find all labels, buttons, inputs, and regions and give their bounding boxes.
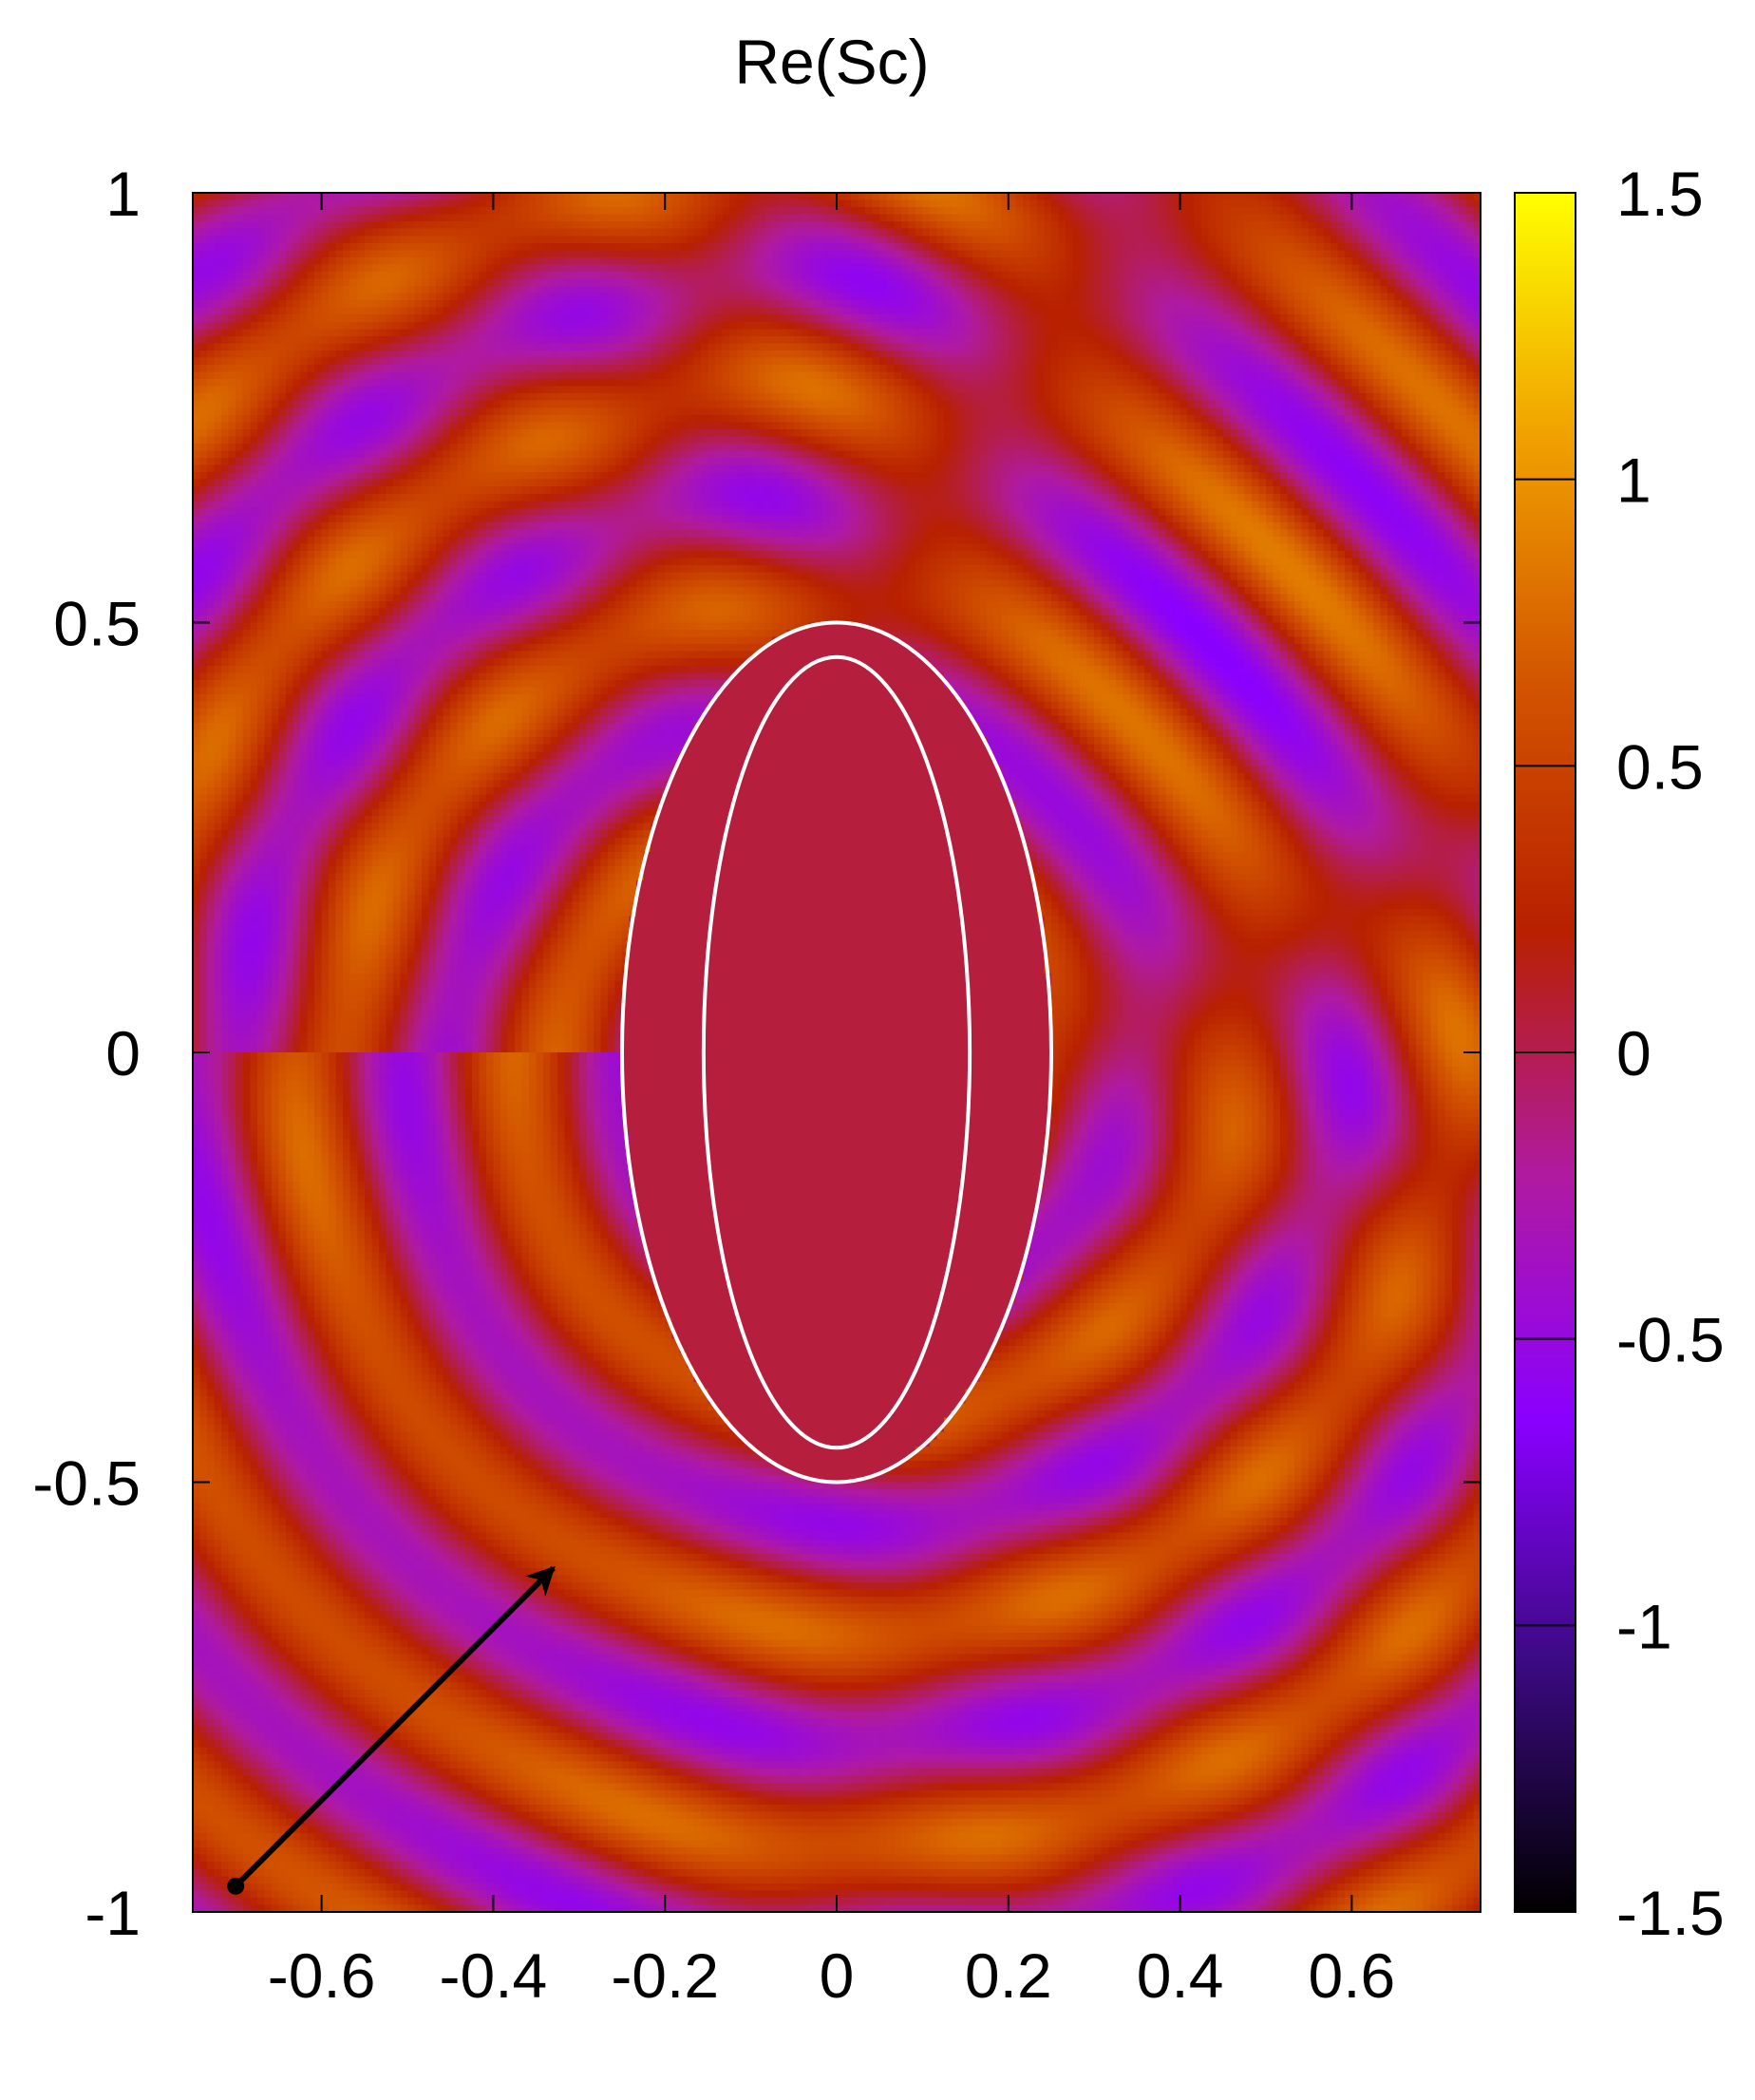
colorbar-tick-label: -1.5: [1616, 1878, 1725, 1948]
colorbar-tick-label: -0.5: [1616, 1305, 1725, 1375]
x-axis: -0.6 -0.4 -0.2 0 0.2 0.4 0.6: [268, 193, 1396, 2011]
heatmap-plot-area: [193, 193, 1481, 1912]
x-tick-label: 0.6: [1309, 1940, 1396, 2011]
x-tick-label: 0: [820, 1940, 855, 2011]
colorbar-tick-label: -1: [1616, 1591, 1672, 1661]
chart-title: Re(Sc): [734, 27, 929, 97]
incident-arrow: [227, 1565, 556, 1895]
colorbar-tick-label: 1.5: [1616, 159, 1704, 229]
x-tick-label: -0.2: [611, 1940, 719, 2011]
colorbar-frame: [1514, 192, 1576, 1913]
x-tick-label: 0.4: [1137, 1940, 1224, 2011]
y-tick-label: 0: [105, 1018, 141, 1088]
x-tick-label: 0.2: [965, 1940, 1052, 2011]
heatmap-field: [193, 193, 1481, 1912]
incident-arrow-origin-dot: [227, 1877, 245, 1895]
y-tick-label: -1: [85, 1878, 141, 1948]
y-tick-label: 1: [105, 159, 141, 229]
colorbar: 1.5 1 0.5 0 -0.5 -1 -1.5: [1514, 159, 1725, 1948]
colorbar-tick-label: 1: [1616, 445, 1651, 516]
incident-arrow-shaft: [234, 1565, 556, 1888]
y-tick-label: 0.5: [53, 589, 141, 659]
y-tick-label: -0.5: [32, 1448, 141, 1519]
scatterer-inner-contour: [701, 654, 972, 1450]
scatterer-outer-contour: [620, 620, 1053, 1485]
scatterer: [620, 620, 1053, 1485]
y-axis: 1 0.5 0 -0.5 -1: [32, 159, 1481, 1948]
x-tick-label: -0.6: [268, 1940, 376, 2011]
colorbar-tick-label: 0.5: [1616, 731, 1704, 802]
colorbar-tick-label: 0: [1616, 1018, 1651, 1088]
x-tick-label: -0.4: [440, 1940, 548, 2011]
colorbar-ticks: 1.5 1 0.5 0 -0.5 -1 -1.5: [1515, 159, 1725, 1948]
